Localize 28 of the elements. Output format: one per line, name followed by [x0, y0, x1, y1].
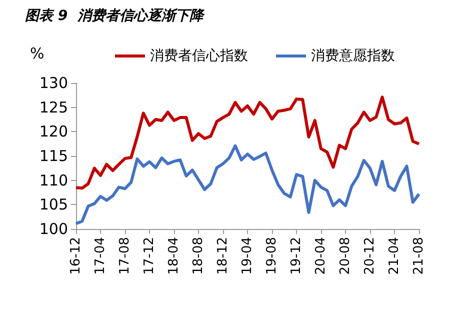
x-tick-label: 19-04 — [240, 237, 255, 275]
x-tick-label: 21-04 — [387, 237, 402, 275]
x-tick-label: 20-08 — [338, 237, 353, 275]
x-tick-label: 16-12 — [68, 237, 84, 275]
y-tick-label: 115 — [39, 147, 68, 165]
line-series — [74, 96, 420, 190]
y-tick-label: 105 — [39, 196, 68, 214]
x-tick-label: 20-12 — [362, 237, 378, 275]
x-tick-label: 17-04 — [93, 237, 108, 275]
x-tick-label: 18-12 — [216, 237, 230, 275]
y-axis-title: % — [30, 44, 44, 62]
legend-label: 消费意愿指数 — [311, 48, 395, 64]
y-tick-label: 130 — [39, 74, 68, 92]
x-tick-label: 17-12 — [142, 237, 157, 275]
x-tick-label: 19-08 — [264, 237, 280, 275]
y-tick-label: 120 — [39, 122, 68, 141]
x-tick-label: 20-04 — [314, 237, 328, 275]
y-tick-label: 125 — [39, 98, 68, 116]
legend-label: 消费者信心指数 — [150, 48, 248, 64]
x-tick-label: 21-08 — [412, 237, 426, 275]
x-tick-label: 17-08 — [118, 237, 132, 275]
y-tick-label: 100 — [39, 220, 68, 238]
x-tick-label: 18-04 — [166, 237, 182, 275]
x-tick-label: 19-12 — [289, 237, 304, 275]
x-tick-label: 18-08 — [191, 237, 206, 275]
y-tick-label: 110 — [39, 171, 68, 190]
line-series — [74, 144, 420, 226]
chart-title: 图表 9 消费者信心逐渐下降 — [25, 7, 206, 24]
